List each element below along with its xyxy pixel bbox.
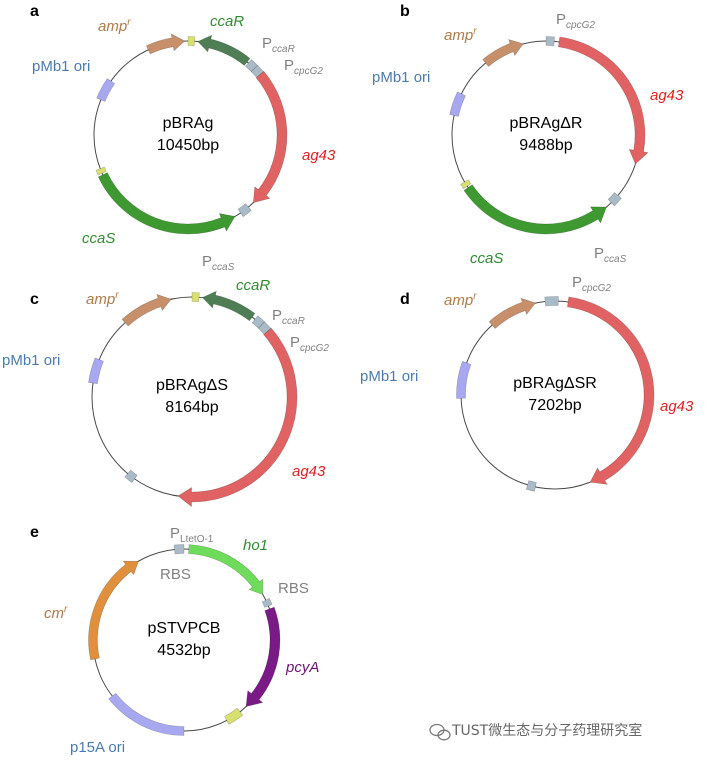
pmb1-ori-segment — [96, 78, 116, 102]
pmb1-ori-segment — [456, 360, 472, 399]
ori-label: pMb1 ori — [360, 368, 418, 385]
pcpcg2-label: PcpcG2 — [290, 334, 329, 354]
marker-box — [460, 179, 472, 190]
panel-e: e pSTVPCB 4532bp PLtetO-1 RBS RBS ho1 pc… — [30, 524, 319, 756]
ori-label: p15A ori — [70, 739, 125, 756]
pcpcg2-promoter — [544, 296, 559, 307]
panel-letter: d — [400, 291, 410, 308]
plasmid-size: 7202bp — [528, 397, 581, 414]
promoter-marker — [525, 480, 537, 492]
amp-label: ampr — [98, 17, 131, 35]
amp-label: ampr — [86, 290, 119, 308]
plasmid-name: pBRAgΔR — [510, 115, 583, 132]
plasmid-name: pBRAg — [163, 115, 214, 132]
ag43-gene — [558, 36, 649, 165]
terminator-marker — [224, 707, 244, 725]
pmb1-ori-segment — [449, 91, 466, 117]
ho1-gene — [188, 544, 264, 595]
panel-letter: e — [30, 524, 39, 541]
amp-label: ampr — [444, 291, 477, 309]
pcpcg2-promoter — [545, 36, 555, 47]
ag43-gene — [252, 70, 288, 204]
plasmid-name: pSTVPCB — [148, 620, 221, 637]
pcya-gene — [245, 606, 281, 707]
panel-letter: b — [400, 3, 410, 20]
ccar-label: ccaR — [210, 13, 244, 30]
p15a-ori-segment — [108, 692, 185, 736]
ho1-label: ho1 — [243, 537, 268, 554]
ccas-label: ccaS — [82, 230, 115, 247]
rbs-label: RBS — [160, 566, 191, 583]
plasmid-name: pBRAgΔS — [156, 377, 228, 394]
amp-resistance-gene — [488, 297, 536, 329]
pcpcg2-promoter — [250, 64, 264, 78]
plasmid-name: pBRAgΔSR — [513, 375, 597, 392]
ag43-label: ag43 — [660, 398, 694, 415]
amp-resistance-gene — [145, 33, 186, 55]
promoter-marker — [124, 469, 138, 484]
ccas-label: ccaS — [470, 250, 503, 267]
pccar-label: PccaR — [262, 35, 295, 55]
ag43-gene — [567, 296, 655, 485]
amp-label: ampr — [444, 26, 477, 44]
ori-label: pMb1 ori — [372, 69, 430, 86]
ag43-gene — [177, 327, 298, 508]
marker-box — [191, 292, 200, 303]
pcya-label: pcyA — [285, 659, 319, 676]
rbs-label: RBS — [278, 580, 309, 597]
plasmid-size: 8164bp — [165, 399, 218, 416]
ag43-label: ag43 — [302, 147, 336, 164]
panel-letter: a — [30, 3, 39, 20]
amp-resistance-gene — [121, 293, 172, 327]
rbs-marker — [261, 597, 273, 608]
plasmid-size: 4532bp — [157, 642, 210, 659]
watermark: TUST微生态与分子药理研究室 — [429, 722, 642, 741]
panel-letter: c — [30, 291, 39, 308]
pccas-label: PccaS — [202, 253, 235, 273]
plasmid-size: 9488bp — [519, 137, 572, 154]
pccas-label: PccaS — [594, 245, 627, 265]
pccar-label: PccaR — [272, 307, 305, 327]
ccar-gene — [197, 34, 251, 66]
ccas-gene — [97, 172, 236, 235]
ccas-gene — [463, 184, 607, 235]
pcpcg2-label: PcpcG2 — [284, 57, 323, 77]
panel-b: b pBRAgΔR 9488bp ampr pMb1 ori PcpcG2 ag… — [372, 3, 684, 267]
cm-resistance-gene — [88, 560, 139, 661]
ag43-label: ag43 — [650, 87, 684, 104]
plasmid-size: 10450bp — [157, 137, 219, 154]
ccar-gene — [201, 290, 256, 322]
ptet-promoter — [173, 544, 185, 555]
amp-resistance-gene — [482, 39, 524, 67]
pcpcg2-label: PcpcG2 — [572, 274, 611, 294]
pltet-label: PLtetO-1 — [170, 525, 214, 545]
panel-c: c pBRAgΔS 8164bp ampr pMb1 ori ccaR Pcca… — [2, 277, 329, 508]
ori-label: pMb1 ori — [32, 58, 90, 75]
watermark-text: TUST微生态与分子药理研究室 — [451, 722, 642, 739]
ori-label: pMb1 ori — [2, 352, 60, 369]
pmb1-ori-segment — [88, 357, 104, 385]
marker-box — [187, 36, 196, 47]
panel-d: d pBRAgΔSR 7202bp ampr pMb1 ori PcpcG2 a… — [360, 274, 694, 492]
cm-label: cmr — [44, 604, 68, 622]
pccas-promoter — [237, 203, 252, 218]
marker-box — [95, 166, 107, 176]
pccas-promoter — [607, 192, 622, 207]
ag43-label: ag43 — [292, 463, 326, 480]
wechat-icon — [429, 723, 451, 741]
panel-a: a pBRAg 10450bp ampr pMb1 ori ccaR PccaR… — [30, 3, 336, 273]
pcpcg2-label: PcpcG2 — [556, 11, 595, 31]
ccar-label: ccaR — [236, 277, 270, 294]
